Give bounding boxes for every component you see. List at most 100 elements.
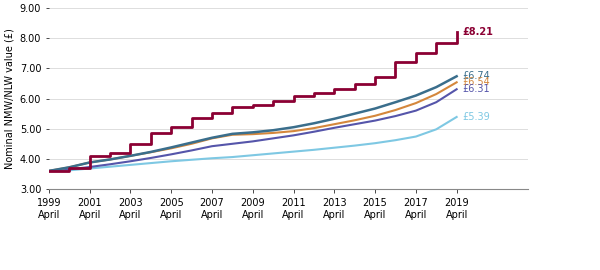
Text: £6.31: £6.31 <box>463 84 490 94</box>
Nominal NMW/NLW rates <box>249 103 256 106</box>
GDP per head adjusted <box>167 146 175 149</box>
AWE adjusted <box>127 154 134 157</box>
Line: GDP per head adjusted: GDP per head adjusted <box>49 76 457 171</box>
Line: AWE adjusted: AWE adjusted <box>49 82 457 171</box>
AWE adjusted <box>351 119 358 122</box>
AWE adjusted <box>290 130 297 133</box>
RPI adjusted <box>371 119 379 122</box>
AWE adjusted <box>331 123 338 126</box>
GDP per head adjusted <box>331 117 338 120</box>
AWE adjusted <box>65 166 73 169</box>
CPI adjusted <box>433 128 440 131</box>
RPI adjusted <box>208 144 215 148</box>
GDP per head adjusted <box>433 86 440 89</box>
CPI adjusted <box>371 141 379 145</box>
Nominal NMW/NLW rates <box>269 99 277 102</box>
GDP per head adjusted <box>310 122 317 125</box>
RPI adjusted <box>45 169 52 173</box>
AWE adjusted <box>147 151 154 154</box>
RPI adjusted <box>167 153 175 156</box>
Nominal NMW/NLW rates <box>433 42 440 45</box>
Legend: CPI adjusted, RPI adjusted, AWE adjusted, GDP per head adjusted, Nominal NMW/NLW: CPI adjusted, RPI adjusted, AWE adjusted… <box>41 266 440 270</box>
CPI adjusted <box>86 167 93 170</box>
CPI adjusted <box>249 154 256 157</box>
GDP per head adjusted <box>106 158 113 161</box>
CPI adjusted <box>229 156 236 159</box>
GDP per head adjusted <box>86 161 93 164</box>
CPI adjusted <box>147 161 154 165</box>
GDP per head adjusted <box>249 131 256 134</box>
RPI adjusted <box>65 168 73 171</box>
AWE adjusted <box>412 102 419 105</box>
AWE adjusted <box>86 161 93 164</box>
AWE adjusted <box>433 92 440 96</box>
Text: £6.54: £6.54 <box>463 77 491 87</box>
AWE adjusted <box>269 131 277 134</box>
GDP per head adjusted <box>45 169 52 173</box>
GDP per head adjusted <box>188 141 195 144</box>
CPI adjusted <box>310 148 317 151</box>
Line: RPI adjusted: RPI adjusted <box>49 89 457 171</box>
RPI adjusted <box>249 140 256 143</box>
Nominal NMW/NLW rates <box>331 88 338 91</box>
CPI adjusted <box>65 169 73 172</box>
RPI adjusted <box>188 149 195 152</box>
GDP per head adjusted <box>127 154 134 157</box>
Nominal NMW/NLW rates <box>45 169 52 173</box>
GDP per head adjusted <box>229 132 236 136</box>
CPI adjusted <box>167 160 175 163</box>
GDP per head adjusted <box>453 75 460 78</box>
Text: £5.39: £5.39 <box>463 112 491 122</box>
Line: CPI adjusted: CPI adjusted <box>49 117 457 171</box>
Nominal NMW/NLW rates <box>208 112 215 115</box>
CPI adjusted <box>45 169 52 173</box>
Text: £8.21: £8.21 <box>463 27 494 37</box>
RPI adjusted <box>412 109 419 112</box>
RPI adjusted <box>290 134 297 137</box>
CPI adjusted <box>331 146 338 149</box>
GDP per head adjusted <box>269 129 277 132</box>
CPI adjusted <box>290 150 297 153</box>
RPI adjusted <box>433 101 440 104</box>
Y-axis label: Nominal NMW/NLW value (£): Nominal NMW/NLW value (£) <box>4 28 14 169</box>
Nominal NMW/NLW rates <box>290 94 297 98</box>
AWE adjusted <box>249 133 256 136</box>
RPI adjusted <box>310 130 317 133</box>
CPI adjusted <box>127 163 134 167</box>
CPI adjusted <box>351 144 358 147</box>
RPI adjusted <box>392 114 399 118</box>
GDP per head adjusted <box>65 166 73 169</box>
CPI adjusted <box>269 152 277 155</box>
CPI adjusted <box>412 135 419 138</box>
CPI adjusted <box>208 157 215 160</box>
Nominal NMW/NLW rates <box>412 52 419 55</box>
RPI adjusted <box>127 160 134 163</box>
Text: £6.74: £6.74 <box>463 71 491 81</box>
RPI adjusted <box>86 166 93 169</box>
Nominal NMW/NLW rates <box>188 117 195 120</box>
CPI adjusted <box>106 165 113 168</box>
Nominal NMW/NLW rates <box>453 30 460 33</box>
Nominal NMW/NLW rates <box>65 166 73 170</box>
Line: Nominal NMW/NLW rates: Nominal NMW/NLW rates <box>49 32 457 171</box>
CPI adjusted <box>453 115 460 119</box>
Nominal NMW/NLW rates <box>86 154 93 157</box>
AWE adjusted <box>45 169 52 173</box>
GDP per head adjusted <box>208 136 215 139</box>
Nominal NMW/NLW rates <box>310 91 317 94</box>
Nominal NMW/NLW rates <box>127 142 134 146</box>
AWE adjusted <box>392 109 399 112</box>
Nominal NMW/NLW rates <box>229 105 236 108</box>
AWE adjusted <box>229 133 236 136</box>
RPI adjusted <box>331 126 338 129</box>
CPI adjusted <box>392 139 399 142</box>
RPI adjusted <box>229 142 236 146</box>
RPI adjusted <box>453 88 460 91</box>
Nominal NMW/NLW rates <box>106 151 113 154</box>
Nominal NMW/NLW rates <box>371 76 379 79</box>
AWE adjusted <box>453 81 460 84</box>
Nominal NMW/NLW rates <box>392 61 399 64</box>
GDP per head adjusted <box>351 112 358 115</box>
GDP per head adjusted <box>371 107 379 110</box>
AWE adjusted <box>188 142 195 146</box>
